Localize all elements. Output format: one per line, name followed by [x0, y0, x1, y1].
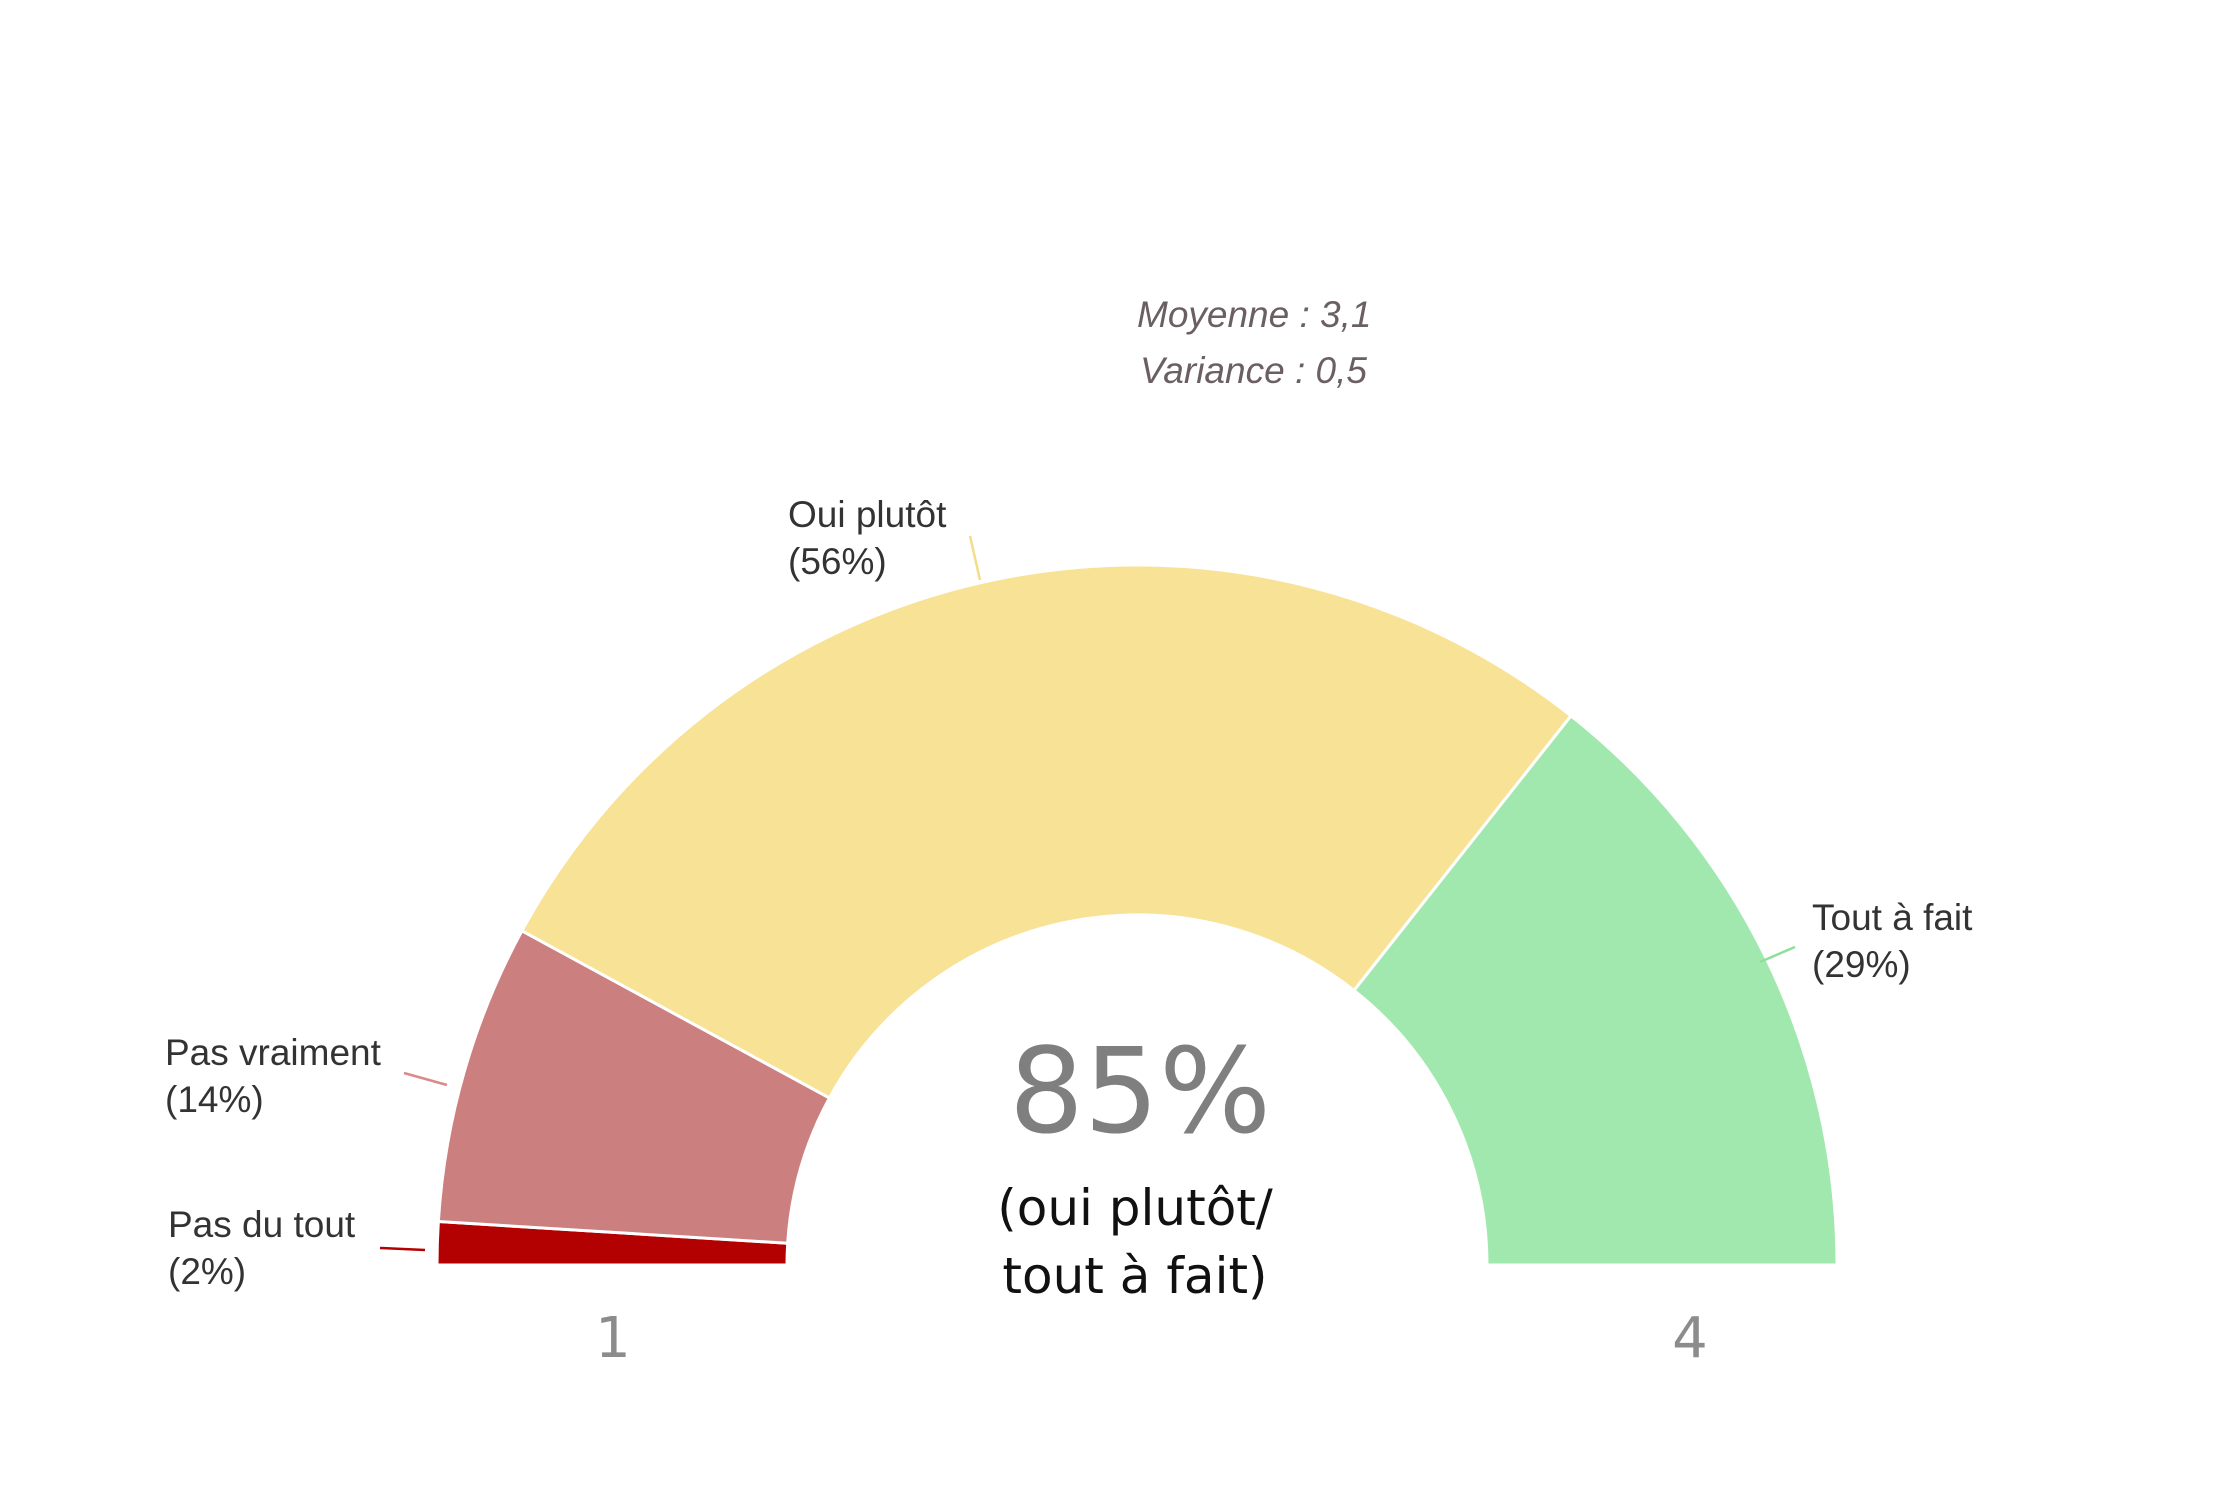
gauge-segments [435, 563, 1839, 1267]
segment-label: Tout à fait [1812, 897, 1973, 938]
leader-line [968, 535, 982, 581]
segment-oui-plut-t [519, 563, 1574, 1100]
segment-percent-label: (14%) [165, 1079, 264, 1120]
segment-labels: Pas du tout (2%) Pas vraiment (14%) Oui plut… [165, 494, 1973, 1292]
leader-line [403, 1071, 448, 1087]
leader-lines [379, 535, 1796, 1252]
center-subtitle-line2: tout à fait) [1002, 1247, 1267, 1305]
segment-percent-label: (29%) [1812, 944, 1911, 985]
leader-line [1759, 945, 1796, 964]
segment-percent-label: (2%) [168, 1251, 246, 1292]
segment-tout-fait [1351, 713, 1839, 1267]
mean-stat: Moyenne : 3,1 [1137, 294, 1371, 335]
segment-label: Pas vraiment [165, 1032, 382, 1073]
center-percentage: 85% [1009, 1022, 1271, 1160]
center-subtitle-line1: (oui plutôt/ [997, 1179, 1273, 1237]
segment-label: Pas du tout [168, 1204, 356, 1245]
segment-percent-label: (56%) [788, 541, 887, 582]
leader-line [379, 1246, 426, 1252]
variance-stat: Variance : 0,5 [1140, 350, 1367, 391]
segment-label: Oui plutôt [788, 494, 947, 535]
axis-min-label: 1 [595, 1306, 631, 1371]
axis-max-label: 4 [1672, 1306, 1708, 1371]
